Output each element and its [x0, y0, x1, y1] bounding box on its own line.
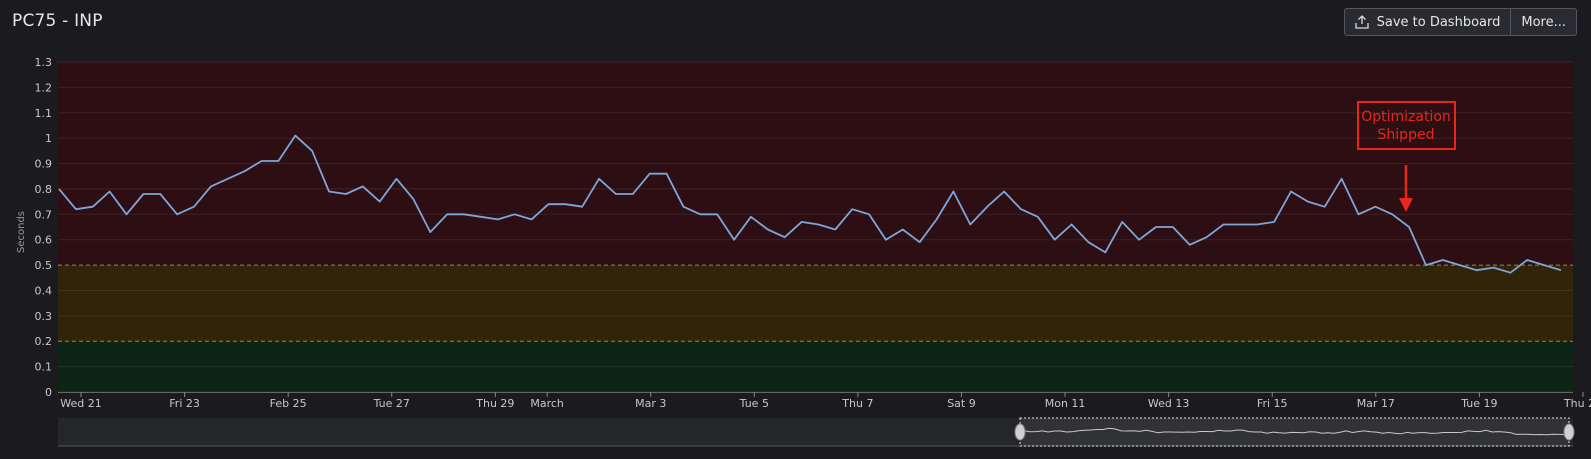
- x-tick-label: Tue 27: [373, 397, 410, 410]
- navigator-mini-line: [1023, 427, 1566, 436]
- x-tick-label: March: [530, 397, 564, 410]
- series-lines: [58, 134, 1562, 274]
- y-tick-label: 0: [45, 386, 52, 399]
- save-to-dashboard-button[interactable]: Save to Dashboard: [1345, 9, 1511, 35]
- x-tick-label: Thu 21: [1563, 397, 1591, 410]
- x-tick-label: Thu 7: [841, 397, 873, 410]
- navigator-track: [58, 418, 1573, 446]
- chart-actions: Save to Dashboard More...: [1343, 8, 1577, 36]
- annotation-text-line1: Optimization: [1361, 109, 1451, 125]
- x-tick-label: Mar 3: [635, 397, 666, 410]
- x-tick-label: Wed 21: [60, 397, 101, 410]
- y-tick-label: 0.3: [35, 310, 53, 323]
- x-tick-label: Wed 13: [1148, 397, 1189, 410]
- x-tick-label: Mon 11: [1045, 397, 1086, 410]
- y-tick-label: 0.9: [35, 158, 53, 171]
- threshold-zones: [58, 62, 1573, 392]
- x-tick-label: Tue 19: [1460, 397, 1497, 410]
- navigator-left-handle[interactable]: [1014, 423, 1026, 441]
- y-tick-label: 0.8: [35, 183, 53, 196]
- y-tick-label: 0.5: [35, 259, 53, 272]
- annotation-text-line2: Shipped: [1378, 127, 1435, 143]
- x-tick-label: Fri 15: [1257, 397, 1288, 410]
- x-tick-label: Sat 9: [947, 397, 976, 410]
- y-axis-label: Seconds: [16, 211, 27, 253]
- y-tick-label: 1: [45, 132, 52, 145]
- more-button[interactable]: More...: [1510, 9, 1576, 35]
- y-tick-label: 0.4: [35, 284, 53, 297]
- navigator-right-handle[interactable]: [1563, 423, 1575, 441]
- annotation-arrow-head: [1399, 198, 1413, 212]
- zone-1: [58, 265, 1573, 342]
- gridlines: [58, 61, 1573, 393]
- x-tick-label: Feb 25: [270, 397, 307, 410]
- y-tick-label: 0.7: [35, 208, 53, 221]
- y-tick-label: 0.6: [35, 234, 53, 247]
- range-navigator[interactable]: [58, 417, 1575, 447]
- annotation: Optimization Shipped: [1357, 101, 1456, 212]
- upload-icon: [1354, 15, 1369, 29]
- y-tick-label: 0.1: [35, 361, 53, 374]
- y-tick-label: 1.2: [35, 81, 53, 94]
- save-to-dashboard-label: Save to Dashboard: [1376, 14, 1501, 30]
- y-tick-label: 1.3: [35, 56, 53, 69]
- chart-title: PC75 - INP: [12, 11, 103, 31]
- y-axis-ticks: 0 0.1 0.2 0.3 0.4 0.5 0.6 0.7 0.8 0.9 1 1.1 1.2 1.3: [35, 56, 53, 399]
- x-tick-label: Fri 23: [169, 397, 200, 410]
- zone-2: [58, 62, 1573, 266]
- x-tick-label: Mar 17: [1357, 397, 1395, 410]
- y-tick-label: 0.2: [35, 335, 53, 348]
- series-line-0: [58, 134, 1562, 274]
- y-tick-label: 1.1: [35, 107, 53, 120]
- x-axis-ticks: Wed 21 Fri 23 Feb 25 Tue 27 Thu 29 March Mar 3…: [60, 392, 1591, 410]
- x-tick-label: Tue 5: [739, 397, 769, 410]
- x-tick-label: Thu 29: [475, 397, 514, 410]
- zone-0: [58, 341, 1573, 392]
- more-label: More...: [1521, 14, 1566, 30]
- annotation-box: [1357, 101, 1456, 150]
